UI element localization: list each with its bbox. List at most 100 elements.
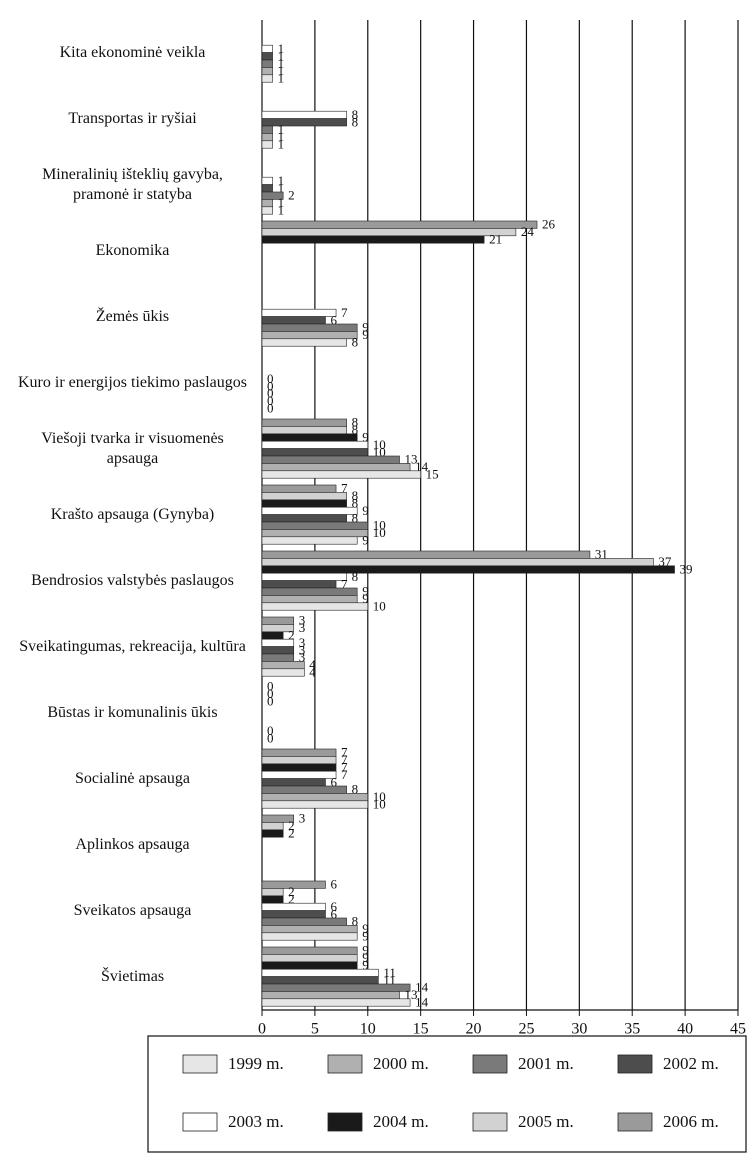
x-tick-label: 45 bbox=[730, 1021, 746, 1038]
bar bbox=[261, 323, 358, 332]
value-label: 8 bbox=[352, 107, 359, 122]
value-label: 9 bbox=[362, 957, 369, 972]
y-tick-label: Ekonomika bbox=[95, 242, 170, 259]
value-label: 7 bbox=[341, 767, 348, 782]
legend-swatch bbox=[182, 1112, 218, 1132]
bar bbox=[261, 514, 347, 523]
y-tick-label: Socialinė apsauga bbox=[74, 770, 191, 787]
bar bbox=[261, 125, 273, 134]
value-label: 1 bbox=[278, 180, 285, 195]
value-label: 9 bbox=[362, 921, 369, 936]
value-label: 4 bbox=[309, 657, 316, 672]
category-label-box: Aplinkos apsauga bbox=[75, 836, 189, 853]
value-label: 13 bbox=[405, 987, 418, 1002]
bar bbox=[261, 793, 369, 802]
value-label: 8 bbox=[352, 422, 359, 437]
legend-box bbox=[147, 1035, 747, 1153]
category-label-box: Kita ekonominė veikla bbox=[60, 44, 206, 61]
value-label: 10 bbox=[373, 518, 386, 533]
value-label: 0 bbox=[267, 723, 274, 738]
y-tick-label: Viešoji tvarka ir visuomenės apsauga bbox=[41, 430, 224, 467]
bar bbox=[261, 587, 358, 596]
category-label-box: Transportas ir ryšiai bbox=[68, 110, 196, 127]
bar bbox=[261, 433, 358, 442]
bar bbox=[261, 308, 337, 317]
bar bbox=[261, 829, 284, 838]
value-label: 1 bbox=[278, 63, 285, 78]
bar bbox=[261, 140, 273, 149]
bar bbox=[261, 976, 379, 985]
bar bbox=[261, 917, 347, 926]
bar bbox=[261, 580, 337, 589]
value-label: 2 bbox=[288, 884, 295, 899]
bar bbox=[261, 602, 369, 611]
bar bbox=[261, 638, 295, 647]
x-tick-label: 20 bbox=[466, 1021, 482, 1038]
legend-label: 1999 m. bbox=[228, 1054, 284, 1073]
bar bbox=[261, 176, 273, 185]
bar bbox=[261, 800, 369, 809]
value-label: 0 bbox=[267, 693, 274, 708]
bar bbox=[261, 910, 326, 919]
value-label: 15 bbox=[426, 466, 439, 481]
legend-swatch bbox=[327, 1054, 363, 1074]
x-tick-label: 5 bbox=[311, 1021, 319, 1038]
bar bbox=[261, 67, 273, 76]
value-label: 3 bbox=[299, 650, 306, 665]
value-label: 9 bbox=[362, 943, 369, 958]
value-label: 24 bbox=[521, 224, 535, 239]
x-tick-label: 40 bbox=[677, 1021, 693, 1038]
bar bbox=[261, 646, 295, 655]
value-label: 9 bbox=[362, 429, 369, 444]
bar bbox=[261, 206, 273, 215]
value-label: 0 bbox=[267, 679, 274, 694]
x-tick-label: 10 bbox=[360, 1021, 376, 1038]
value-label: 7 bbox=[341, 745, 348, 760]
value-label: 31 bbox=[595, 547, 608, 562]
bar bbox=[261, 558, 654, 567]
bar bbox=[261, 565, 675, 574]
x-tick-label: 30 bbox=[571, 1021, 587, 1038]
bar bbox=[261, 661, 305, 670]
bar bbox=[261, 653, 295, 662]
bar bbox=[261, 44, 273, 53]
bar bbox=[261, 902, 326, 911]
y-tick-label: Bendrosios valstybės paslaugos bbox=[31, 572, 234, 589]
value-label: 8 bbox=[352, 488, 359, 503]
value-label: 9 bbox=[362, 320, 369, 335]
category-label-box: Bendrosios valstybės paslaugos bbox=[31, 572, 234, 589]
value-label: 1 bbox=[278, 122, 285, 137]
bar bbox=[261, 616, 295, 625]
value-label: 10 bbox=[373, 796, 386, 811]
value-label: 14 bbox=[415, 459, 429, 474]
value-label: 2 bbox=[288, 818, 295, 833]
value-label: 1 bbox=[278, 173, 285, 188]
value-label: 3 bbox=[299, 635, 306, 650]
value-label: 2 bbox=[288, 188, 295, 203]
bar bbox=[261, 668, 305, 677]
value-label: 1 bbox=[278, 136, 285, 151]
bar bbox=[261, 110, 347, 119]
bar bbox=[261, 550, 591, 559]
bar bbox=[261, 785, 347, 794]
bar bbox=[261, 440, 369, 449]
value-label: 26 bbox=[542, 217, 556, 232]
x-tick-label: 25 bbox=[518, 1021, 534, 1038]
value-label: 8 bbox=[352, 334, 359, 349]
value-label: 6 bbox=[330, 899, 337, 914]
bar bbox=[261, 770, 337, 779]
value-label: 0 bbox=[267, 686, 274, 701]
bar bbox=[261, 998, 411, 1007]
value-label: 6 bbox=[330, 312, 337, 327]
legend-swatch bbox=[327, 1112, 363, 1132]
legend-label: 2004 m. bbox=[373, 1112, 429, 1131]
category-label-box: Socialinė apsauga bbox=[74, 770, 191, 787]
value-label: 0 bbox=[267, 371, 274, 386]
y-tick-label: Žemės ūkis bbox=[95, 308, 170, 325]
bar bbox=[261, 199, 273, 208]
value-label: 11 bbox=[383, 972, 396, 987]
bar bbox=[261, 418, 347, 427]
value-label: 2 bbox=[288, 627, 295, 642]
value-label: 0 bbox=[267, 393, 274, 408]
